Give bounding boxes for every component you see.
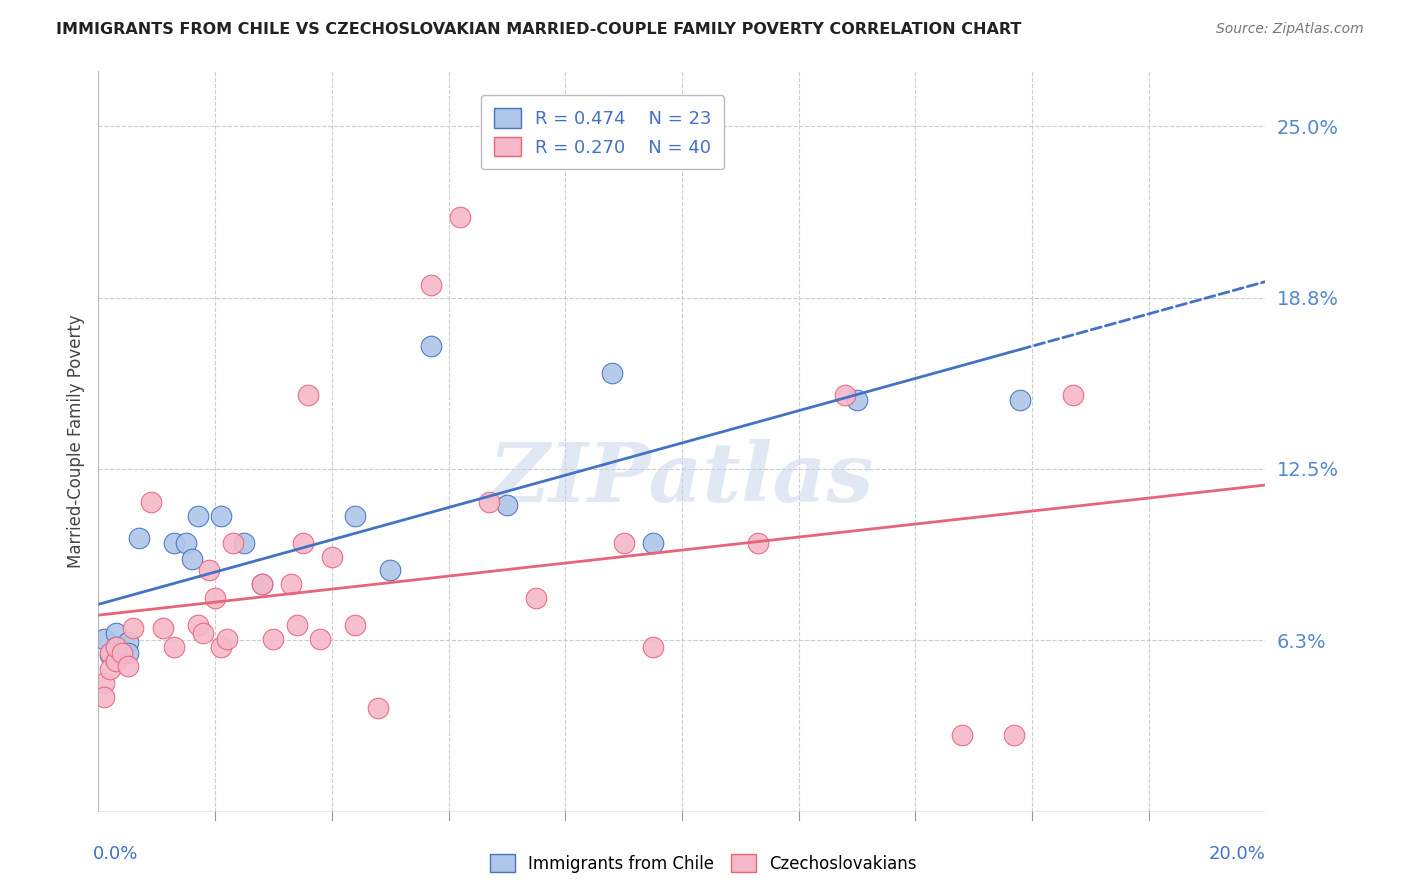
Point bbox=[139, 495, 162, 509]
Point bbox=[1062, 388, 1084, 402]
Point bbox=[834, 388, 856, 402]
Point bbox=[478, 495, 501, 509]
Point bbox=[1010, 393, 1032, 408]
Point bbox=[117, 634, 139, 648]
Point bbox=[187, 618, 209, 632]
Point bbox=[117, 646, 139, 660]
Y-axis label: Married-Couple Family Poverty: Married-Couple Family Poverty bbox=[66, 315, 84, 568]
Point bbox=[93, 676, 115, 690]
Point bbox=[262, 632, 284, 646]
Point bbox=[198, 563, 221, 577]
Point bbox=[309, 632, 332, 646]
Point bbox=[174, 536, 197, 550]
Point bbox=[128, 531, 150, 545]
Point bbox=[344, 618, 367, 632]
Point bbox=[524, 591, 547, 605]
Point bbox=[187, 508, 209, 523]
Point bbox=[117, 659, 139, 673]
Legend: Immigrants from Chile, Czechoslovakians: Immigrants from Chile, Czechoslovakians bbox=[482, 847, 924, 880]
Point bbox=[449, 210, 471, 224]
Point bbox=[1004, 728, 1026, 742]
Point bbox=[250, 577, 273, 591]
Point bbox=[209, 640, 232, 655]
Point bbox=[180, 552, 202, 566]
Point bbox=[111, 646, 134, 660]
Legend: R = 0.474    N = 23, R = 0.270    N = 40: R = 0.474 N = 23, R = 0.270 N = 40 bbox=[481, 95, 724, 169]
Point bbox=[104, 654, 127, 668]
Point bbox=[233, 536, 256, 550]
Point bbox=[420, 338, 443, 352]
Point bbox=[600, 366, 623, 380]
Point bbox=[98, 648, 121, 663]
Point bbox=[163, 640, 186, 655]
Point bbox=[321, 549, 343, 564]
Point bbox=[641, 536, 664, 550]
Point bbox=[93, 632, 115, 646]
Point bbox=[98, 646, 121, 660]
Text: IMMIGRANTS FROM CHILE VS CZECHOSLOVAKIAN MARRIED-COUPLE FAMILY POVERTY CORRELATI: IMMIGRANTS FROM CHILE VS CZECHOSLOVAKIAN… bbox=[56, 22, 1022, 37]
Point bbox=[204, 591, 226, 605]
Point bbox=[297, 388, 319, 402]
Point bbox=[221, 536, 243, 550]
Point bbox=[98, 662, 121, 676]
Text: ZIPatlas: ZIPatlas bbox=[489, 439, 875, 518]
Point bbox=[209, 508, 232, 523]
Point bbox=[747, 536, 769, 550]
Point bbox=[344, 508, 367, 523]
Point bbox=[104, 640, 127, 655]
Point bbox=[280, 577, 302, 591]
Point bbox=[641, 640, 664, 655]
Point bbox=[496, 498, 519, 512]
Point bbox=[950, 728, 973, 742]
Point bbox=[367, 700, 389, 714]
Point bbox=[122, 621, 145, 635]
Point bbox=[152, 621, 174, 635]
Point bbox=[93, 690, 115, 704]
Point bbox=[612, 536, 634, 550]
Point bbox=[380, 563, 402, 577]
Point bbox=[846, 393, 869, 408]
Point bbox=[215, 632, 238, 646]
Text: 20.0%: 20.0% bbox=[1209, 845, 1265, 863]
Point bbox=[250, 577, 273, 591]
Point bbox=[285, 618, 308, 632]
Point bbox=[163, 536, 186, 550]
Point bbox=[420, 278, 443, 293]
Point bbox=[104, 626, 127, 640]
Point bbox=[193, 626, 215, 640]
Point bbox=[104, 640, 127, 655]
Text: 0.0%: 0.0% bbox=[93, 845, 138, 863]
Point bbox=[291, 536, 314, 550]
Text: Source: ZipAtlas.com: Source: ZipAtlas.com bbox=[1216, 22, 1364, 37]
Point bbox=[111, 646, 134, 660]
